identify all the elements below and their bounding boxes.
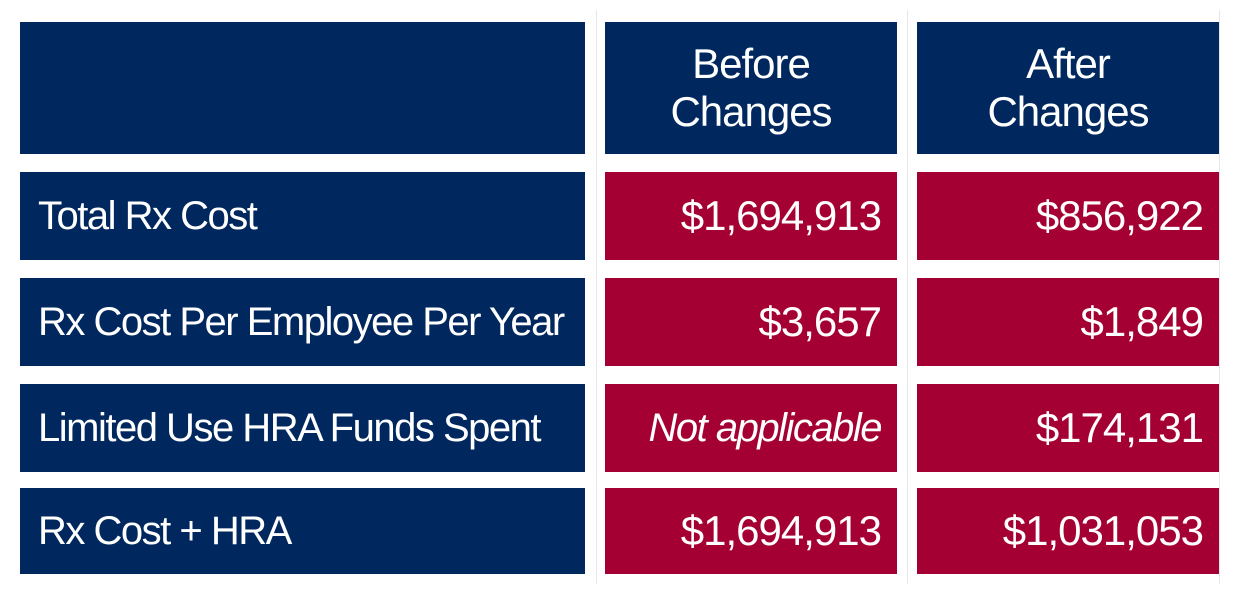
row-value-hra-funds-spent-after: $174,131 <box>917 384 1219 472</box>
row-label-rx-cost-per-employee: Rx Cost Per Employee Per Year <box>20 278 585 366</box>
header-after-line1: After <box>1026 40 1111 87</box>
gridline <box>907 10 908 584</box>
row-value-total-rx-cost-after: $856,922 <box>917 172 1219 260</box>
header-before-line1: Before <box>692 40 811 87</box>
header-after-changes: After Changes <box>917 22 1219 154</box>
row-value-total-rx-cost-before: $1,694,913 <box>605 172 897 260</box>
header-before-line2: Changes <box>670 88 832 135</box>
row-label-hra-funds-spent: Limited Use HRA Funds Spent <box>20 384 585 472</box>
gridline <box>596 10 597 584</box>
row-value-rx-cost-plus-hra-after: $1,031,053 <box>917 488 1219 574</box>
row-value-rx-cost-plus-hra-before: $1,694,913 <box>605 488 897 574</box>
gridline <box>1219 10 1220 584</box>
row-value-rx-cost-per-employee-after: $1,849 <box>917 278 1219 366</box>
header-corner-cell <box>20 22 585 154</box>
row-value-hra-funds-spent-before: Not applicable <box>605 384 897 472</box>
row-label-rx-cost-plus-hra: Rx Cost + HRA <box>20 488 585 574</box>
row-value-rx-cost-per-employee-before: $3,657 <box>605 278 897 366</box>
row-label-total-rx-cost: Total Rx Cost <box>20 172 585 260</box>
header-after-line2: Changes <box>987 88 1149 135</box>
header-before-changes: Before Changes <box>605 22 897 154</box>
